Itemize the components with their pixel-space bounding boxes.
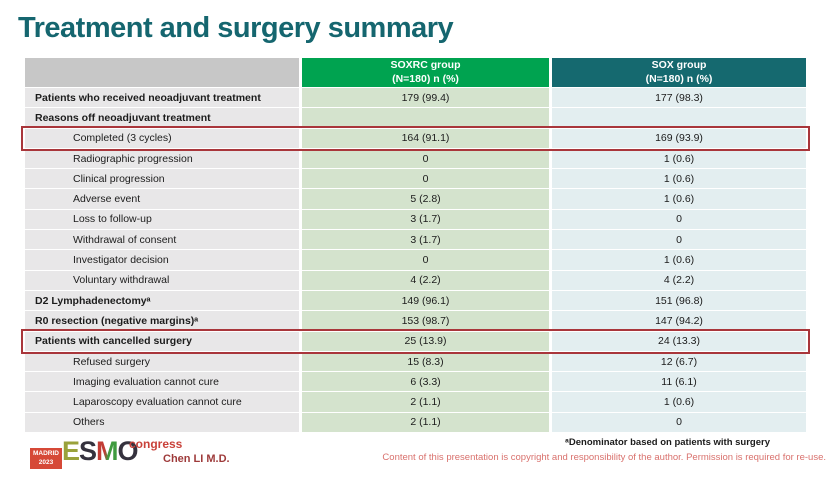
row-label: Loss to follow-up: [25, 209, 299, 230]
author-name: Chen LI M.D.: [163, 453, 230, 465]
sox-value: 151 (96.8): [552, 290, 806, 311]
row-label: Radiographic progression: [25, 148, 299, 169]
sox-value: 1 (0.6): [552, 189, 806, 209]
soxrc-value: 5 (2.8): [302, 189, 549, 209]
soxrc-value: 4 (2.2): [302, 270, 549, 290]
soxrc-value: 0: [302, 148, 549, 169]
sox-value: [552, 108, 806, 128]
soxrc-value: 6 (3.3): [302, 372, 549, 392]
sox-value: 0: [552, 230, 806, 250]
table-row: D2 Lymphadenectomyᵃ 149 (96.1) 151 (96.8): [25, 290, 806, 311]
row-label: Investigator decision: [25, 250, 299, 270]
sox-value: 1 (0.6): [552, 148, 806, 169]
table-row: Withdrawal of consent 3 (1.7) 0: [25, 230, 806, 250]
sox-value: 147 (94.2): [552, 311, 806, 331]
sox-value: 12 (6.7): [552, 351, 806, 372]
row-label: Clinical progression: [25, 169, 299, 189]
esmo-letter-e: E: [62, 436, 80, 466]
header-cell-soxrc: SOXRC group (N=180) n (%): [302, 58, 549, 87]
row-label: Voluntary withdrawal: [25, 270, 299, 290]
highlight-box: [21, 125, 810, 151]
table-row: Laparoscopy evaluation cannot cure 2 (1.1…: [25, 392, 806, 412]
table-row: Voluntary withdrawal 4 (2.2) 4 (2.2): [25, 270, 806, 290]
row-label: Imaging evaluation cannot cure: [25, 372, 299, 392]
soxrc-value: 149 (96.1): [302, 290, 549, 311]
sox-value: 1 (0.6): [552, 392, 806, 412]
soxrc-value: 2 (1.1): [302, 392, 549, 412]
row-label: Withdrawal of consent: [25, 230, 299, 250]
sox-value: 11 (6.1): [552, 372, 806, 392]
table-row: Others 2 (1.1) 0: [25, 412, 806, 433]
soxrc-value: 3 (1.7): [302, 209, 549, 230]
footnote: ᵃDenominator based on patients with surg…: [565, 437, 770, 448]
header-cell-empty: [25, 58, 299, 87]
sox-value: 24 (13.3): [552, 331, 806, 351]
row-label: Reasons off neoadjuvant treatment: [25, 108, 299, 128]
congress-label: congress: [129, 437, 183, 451]
table-row: Refused surgery 15 (8.3) 12 (6.7): [25, 351, 806, 372]
copyright-notice: Content of this presentation is copyrigh…: [382, 452, 826, 463]
table-row: Patients who received neoadjuvant treatm…: [25, 88, 806, 108]
table-row: Patients with cancelled surgery 25 (13.9)…: [21, 328, 810, 354]
soxrc-value: 153 (98.7): [302, 311, 549, 331]
row-label: R0 resection (negative margins)ᵃ: [25, 311, 299, 331]
madrid-2023-badge: MADRID 2023: [30, 448, 62, 469]
table-header-row: SOXRC group (N=180) n (%) SOX group (N=1…: [25, 58, 806, 87]
soxrc-value: 25 (13.9): [302, 331, 549, 351]
sox-value: 0: [552, 412, 806, 433]
row-label: D2 Lymphadenectomyᵃ: [25, 290, 299, 311]
summary-table: SOXRC group (N=180) n (%) SOX group (N=1…: [21, 58, 810, 433]
soxrc-value: 3 (1.7): [302, 230, 549, 250]
row-label: Refused surgery: [25, 351, 299, 372]
table-row: R0 resection (negative margins)ᵃ 153 (98.…: [25, 311, 806, 331]
table-row: Investigator decision 0 1 (0.6): [25, 250, 806, 270]
soxrc-value: 164 (91.1): [302, 128, 549, 148]
soxrc-value: 2 (1.1): [302, 412, 549, 433]
table-row: Completed (3 cycles) 164 (91.1) 169 (93.9): [21, 125, 810, 151]
soxrc-value: 179 (99.4): [302, 88, 549, 108]
esmo-letter-s: S: [79, 436, 97, 466]
esmo-wordmark: ESMO: [62, 436, 139, 466]
row-label: Patients with cancelled surgery: [25, 331, 299, 351]
row-label: Others: [25, 412, 299, 433]
sox-value: 1 (0.6): [552, 250, 806, 270]
sox-group-name: SOX group: [651, 58, 707, 71]
table-row: Adverse event 5 (2.8) 1 (0.6): [25, 189, 806, 209]
madrid-label: MADRID: [33, 450, 59, 458]
table-row: Clinical progression 0 1 (0.6): [25, 169, 806, 189]
soxrc-group-sub: (N=180) n (%): [392, 72, 459, 85]
year-label: 2023: [38, 458, 54, 466]
soxrc-group-name: SOXRC group: [390, 58, 461, 71]
sox-value: 169 (93.9): [552, 128, 806, 148]
soxrc-value: [302, 108, 549, 128]
page-title: Treatment and surgery summary: [18, 12, 454, 44]
soxrc-value: 15 (8.3): [302, 351, 549, 372]
esmo-congress-logo: MADRID 2023 ESMO congress: [30, 436, 182, 477]
table-row: Loss to follow-up 3 (1.7) 0: [25, 209, 806, 230]
sox-value: 4 (2.2): [552, 270, 806, 290]
table-row: Imaging evaluation cannot cure 6 (3.3) 11 …: [25, 372, 806, 392]
sox-group-sub: (N=180) n (%): [645, 72, 713, 85]
header-cell-sox: SOX group (N=180) n (%): [552, 58, 806, 87]
table-row: Radiographic progression 0 1 (0.6): [25, 148, 806, 169]
esmo-letter-m: M: [96, 436, 118, 466]
row-label: Completed (3 cycles): [25, 128, 299, 148]
row-label: Patients who received neoadjuvant treatm…: [25, 88, 299, 108]
esmo-letter-o: O: [117, 436, 139, 466]
table-row: Reasons off neoadjuvant treatment: [25, 108, 806, 128]
row-label: Adverse event: [25, 189, 299, 209]
soxrc-value: 0: [302, 169, 549, 189]
row-label: Laparoscopy evaluation cannot cure: [25, 392, 299, 412]
soxrc-value: 0: [302, 250, 549, 270]
highlight-box: [21, 328, 810, 354]
sox-value: 0: [552, 209, 806, 230]
sox-value: 177 (98.3): [552, 88, 806, 108]
table-body: Patients who received neoadjuvant treatm…: [21, 88, 810, 433]
sox-value: 1 (0.6): [552, 169, 806, 189]
